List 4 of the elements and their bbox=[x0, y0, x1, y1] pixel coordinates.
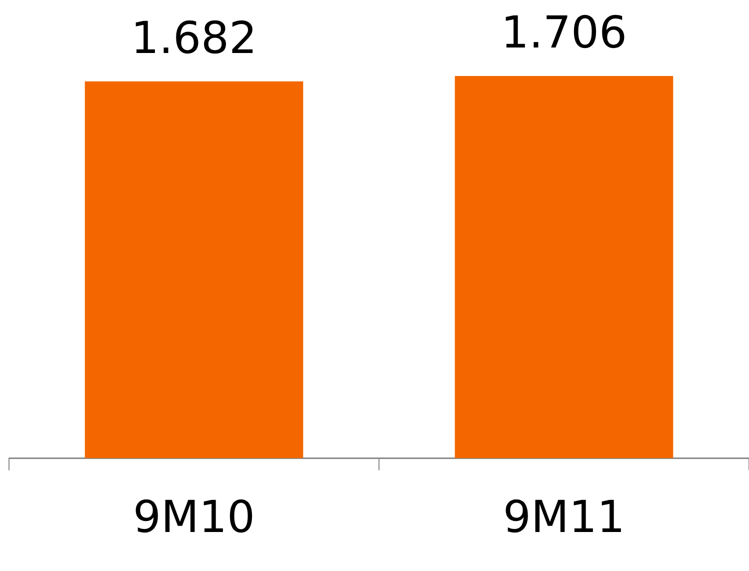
data-label: 1.706 bbox=[501, 7, 627, 58]
data-label: 1.682 bbox=[131, 12, 257, 64]
x-tick-label: 9M11 bbox=[503, 492, 625, 544]
x-tick-label: 9M10 bbox=[133, 492, 255, 544]
